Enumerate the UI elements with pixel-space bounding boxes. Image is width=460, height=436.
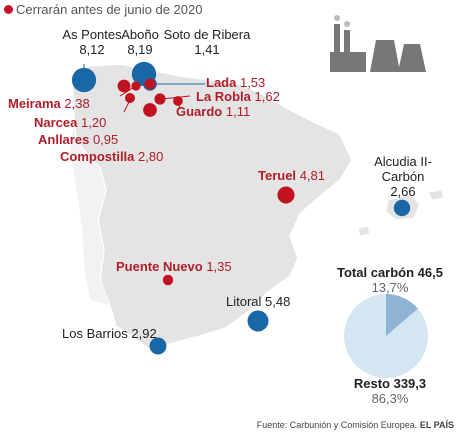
plant-value: 1,20 [81,115,107,130]
plant-value: 1,35 [206,259,232,274]
plant-label-puente-nuevo: Puente Nuevo 1,35 [116,259,232,274]
plant-value: 1,41 [194,42,220,57]
plant-value: 8,12 [79,42,105,57]
plant-marker-closing [144,78,156,90]
pie-coal-total: Total carbón 46,5 13,7% [322,265,458,295]
plant-name: Alcudia II- [374,154,432,169]
plant-marker-closing [117,79,131,93]
legend: Cerrarán antes de junio de 2020 [4,2,202,17]
plant-name: Meirama [8,96,61,111]
legend-dot [4,5,13,14]
plant-name: Guardo [176,104,223,119]
plant-marker-open [149,337,167,355]
pie-slice-coal [386,294,418,336]
plant-value: 2,92 [131,326,157,341]
portugal [69,115,111,307]
pie-rest-pct: 86,3% [371,391,409,406]
plant-name: Lada [206,75,237,90]
plant-marker-closing [173,96,183,106]
plant-label-lada: Lada 1,53 [206,75,265,90]
plant-value: 2,80 [138,149,164,164]
smoke [334,15,350,27]
plant-value: 2,38 [64,96,90,111]
plant-label-los-barrios: Los Barrios 2,92 [62,326,157,341]
plant-name: Aboño [121,27,159,42]
plant-label-litoral: Litoral 5,48 [226,294,290,309]
pie-coal-label: Total carbón 46,5 [337,265,443,280]
menorca [427,189,445,201]
plant-label-alcudia: Alcudia II- Carbón 2,66 [366,154,440,199]
plant-marker-open [71,67,97,93]
plant-label-soto-de-ribera: Soto de Ribera 1,41 [162,27,252,57]
plant-label-narcea: Narcea 1,20 [34,115,106,130]
plant-label-as-pontes: As Pontes 8,12 [60,27,124,57]
plant-marker-open [247,310,269,332]
plant-value: 1,11 [225,104,251,119]
plant-marker-closing [124,92,136,104]
plant-label-la-robla: La Robla 1,62 [196,89,280,104]
plant-name: Litoral [226,294,262,309]
ibiza [357,225,371,237]
pie-rest-total: Resto 339,3 86,3% [322,376,458,406]
plant-name: Los Barrios [62,326,128,341]
plant-name: Anllares [38,132,90,147]
source-credit: Fuente: Carbunión y Comisión Europea. EL… [257,420,454,430]
plant-marker-closing [131,81,141,91]
plant-name: Narcea [34,115,78,130]
plant-value: 1,62 [254,89,280,104]
plant-value: 8,19 [127,42,153,57]
plant-name: As Pontes [62,27,122,42]
plant-label-meirama: Meirama 2,38 [8,96,90,111]
plant-name: Compostilla [60,149,135,164]
plant-marker-open [393,199,411,217]
plant-name: Puente Nuevo [116,259,203,274]
plant-value: 0,95 [92,132,119,147]
plant-marker-closing [277,186,295,204]
plant-name: La Robla [196,89,251,104]
plant-label-abono: Aboño 8,19 [118,27,162,57]
pie-coal-pct: 13,7% [371,280,409,295]
power-plant-icon [330,24,426,72]
plant-value: 1,53 [239,75,266,90]
plant-name: Teruel [258,168,297,183]
plant-label-teruel: Teruel 4,81 [258,168,325,183]
source-brand: EL PAÍS [419,420,454,430]
plant-value: 5,48 [265,294,291,309]
plant-name-2: Carbón [381,169,425,184]
plant-label-compostilla: Compostilla 2,80 [60,149,163,164]
plant-name: Soto de Ribera [163,27,251,42]
plant-label-guardo: Guardo 1,11 [176,104,250,119]
plant-marker-closing [143,103,157,117]
plant-label-anllares: Anllares 0,95 [38,132,118,147]
plant-marker-closing [162,274,174,286]
plant-marker-closing [154,93,166,105]
legend-text: Cerrarán antes de junio de 2020 [16,2,203,17]
pie-rest-label: Resto 339,3 [353,376,427,391]
plant-value: 4,81 [299,168,325,183]
plant-value: 2,66 [390,184,416,199]
source-text: Fuente: Carbunión y Comisión Europea. [256,420,418,430]
